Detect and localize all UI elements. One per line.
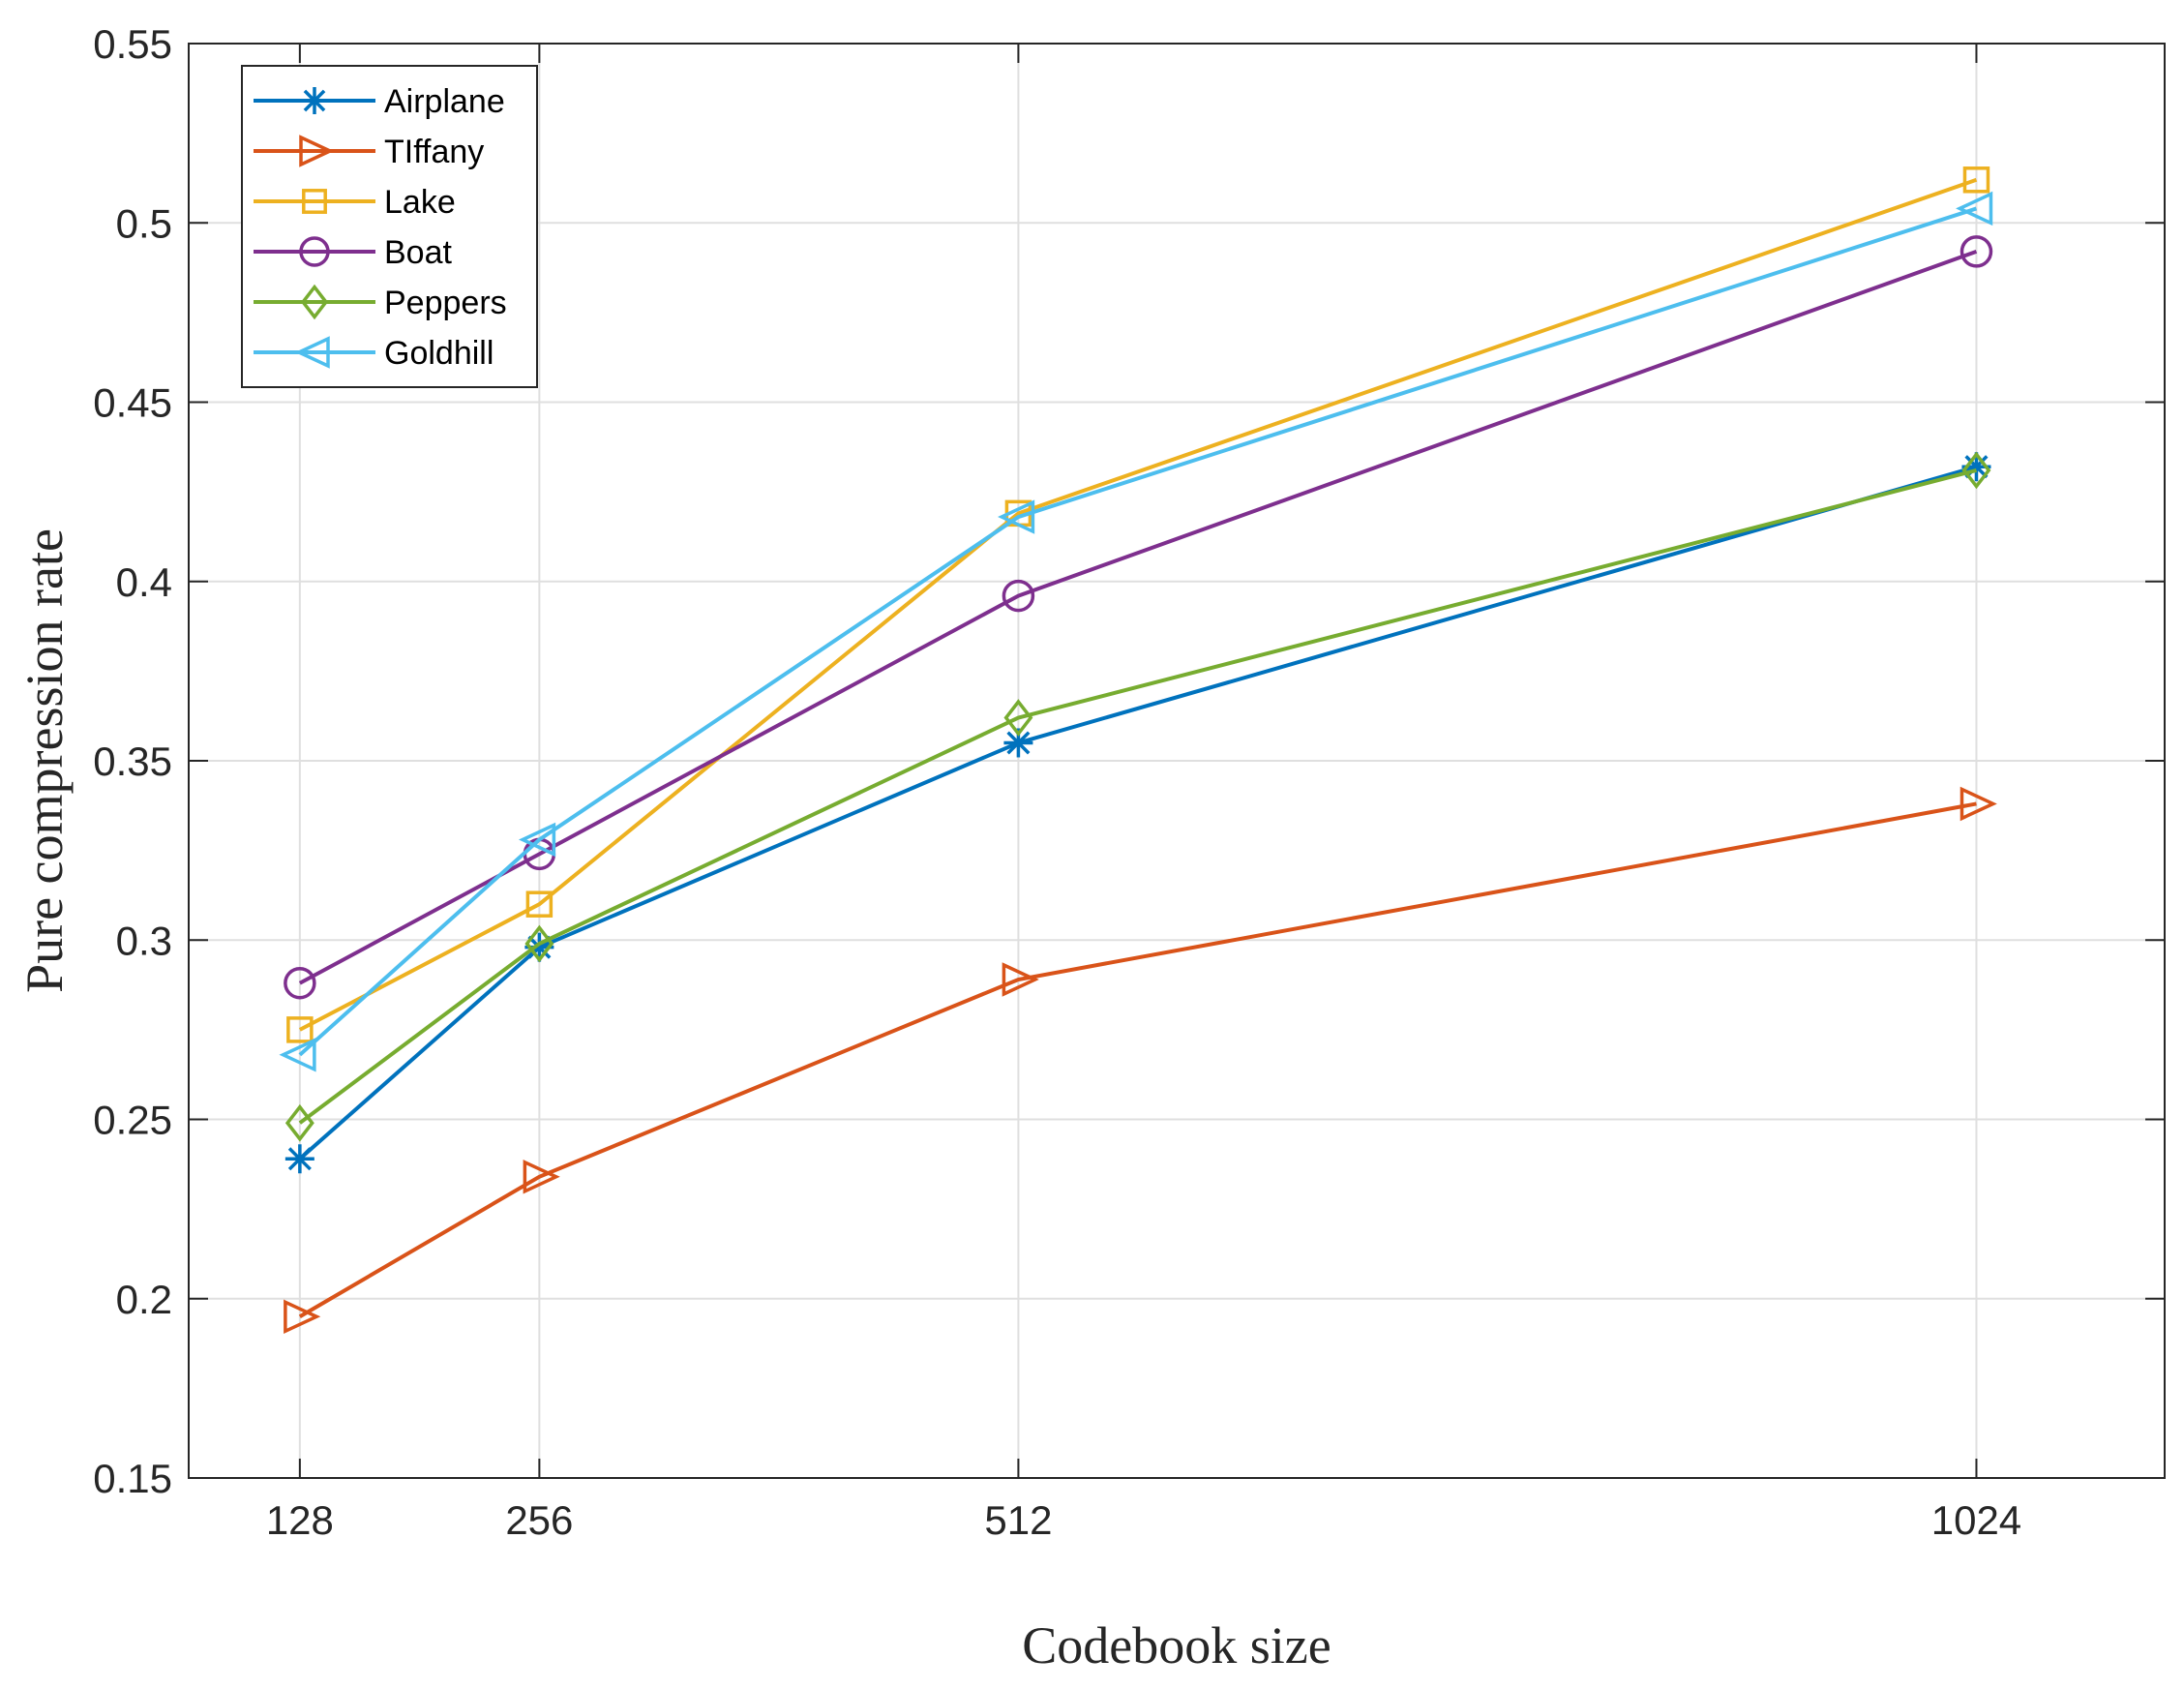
x-tick-label: 128 — [266, 1497, 334, 1543]
legend-marker-goldhill — [294, 336, 330, 369]
marker-shape — [300, 284, 329, 320]
y-tick-label: 0.4 — [116, 559, 172, 605]
marker-shape — [1960, 786, 1997, 822]
legend-label: Peppers — [384, 285, 507, 321]
legend-item-tiffany: TIffany — [254, 134, 484, 170]
series-line-lake — [298, 177, 1978, 1032]
legend-label: Boat — [384, 234, 452, 271]
marker-shape — [1961, 451, 1991, 490]
data-point-lake — [525, 890, 553, 918]
x-axis-label: Codebook size — [1022, 1616, 1331, 1674]
marker-shape — [1960, 235, 1993, 268]
series-line-airplane — [298, 465, 1978, 1161]
data-point-airplane — [284, 1144, 314, 1174]
marker-shape — [518, 822, 556, 858]
marker-stroke — [303, 89, 326, 112]
marker-shape — [1002, 579, 1035, 613]
data-point-lake — [286, 1016, 314, 1043]
legend-label: Goldhill — [384, 335, 494, 372]
marker-shape — [524, 924, 554, 963]
y-tick-label: 0.35 — [93, 739, 172, 784]
data-point-goldhill — [998, 499, 1035, 534]
legend-marker-airplane — [301, 87, 328, 114]
legend-label: TIffany — [384, 134, 484, 170]
data-point-peppers — [1961, 451, 1991, 490]
marker-shape — [998, 499, 1035, 534]
marker-stroke — [287, 1147, 312, 1171]
marker-shape — [279, 1038, 316, 1072]
x-tick-label: 512 — [984, 1497, 1052, 1543]
legend-label: Lake — [384, 184, 456, 221]
data-point-tiffany — [523, 1160, 560, 1194]
y-tick-label: 0.55 — [93, 21, 172, 67]
marker-shape — [299, 236, 330, 267]
legend-box — [241, 65, 538, 388]
marker-shape — [284, 1299, 321, 1335]
series-layer — [279, 166, 1997, 1335]
marker-shape — [525, 890, 553, 918]
y-tick-label: 0.2 — [116, 1277, 172, 1322]
marker-shape — [1002, 962, 1039, 997]
y-axis-ticks: 0.15 0.2 0.25 0.3 0.35 0.4 0.45 0.5 0.55 — [93, 21, 2165, 1501]
data-point-peppers — [284, 1103, 314, 1142]
data-point-tiffany — [1002, 962, 1039, 997]
data-point-boat — [1960, 235, 1993, 268]
series-goldhill — [279, 191, 1993, 1072]
y-tick-label: 0.45 — [93, 380, 172, 426]
data-point-peppers — [524, 924, 554, 963]
data-point-tiffany — [284, 1299, 321, 1335]
data-point-peppers — [1003, 699, 1033, 737]
data-point-goldhill — [1956, 191, 1993, 226]
data-point-goldhill — [279, 1038, 316, 1072]
series-line-tiffany — [298, 801, 1977, 1319]
grid — [189, 43, 2165, 1479]
series-peppers — [284, 451, 1991, 1142]
legend-item-lake: Lake — [254, 184, 456, 221]
data-point-lake — [1962, 166, 1990, 194]
marker-stroke — [1006, 731, 1031, 755]
marker-shape — [302, 189, 327, 214]
y-tick-label: 0.3 — [116, 918, 172, 963]
legend-marker-peppers — [300, 284, 329, 320]
data-point-tiffany — [1960, 786, 1997, 822]
legend-marker-lake — [302, 189, 327, 214]
legend-label: Airplane — [384, 83, 505, 120]
marker-shape — [286, 1016, 314, 1043]
data-point-boat — [284, 966, 316, 1000]
legend-item-goldhill: Goldhill — [254, 335, 494, 372]
marker-shape — [284, 966, 316, 1000]
legend-item-boat: Boat — [254, 234, 452, 271]
series-tiffany — [284, 786, 1997, 1335]
x-tick-label: 1024 — [1931, 1497, 2021, 1543]
x-tick-label: 256 — [505, 1497, 573, 1543]
legend-marker-tiffany — [299, 135, 335, 167]
legend: Airplane TIffany Lake Boat Peppers Goldhill — [241, 65, 538, 388]
data-point-goldhill — [518, 822, 556, 858]
marker-shape — [1962, 166, 1990, 194]
marker-shape — [294, 336, 330, 369]
y-axis-label: Pure compression rate — [15, 528, 74, 993]
marker-shape — [1956, 191, 1993, 226]
y-tick-label: 0.5 — [116, 200, 172, 246]
legend-item-airplane: Airplane — [254, 83, 505, 120]
data-point-boat — [1002, 579, 1035, 613]
marker-shape — [299, 135, 335, 167]
legend-marker-boat — [299, 236, 330, 267]
y-tick-label: 0.15 — [93, 1456, 172, 1501]
legend-item-peppers: Peppers — [254, 284, 507, 321]
series-line-boat — [298, 250, 1978, 985]
marker-shape — [284, 1103, 314, 1142]
marker-shape — [523, 1160, 560, 1194]
x-axis-ticks: 128 256 512 1024 — [266, 44, 2021, 1543]
series-line-goldhill — [298, 206, 1978, 1057]
y-tick-label: 0.25 — [93, 1098, 172, 1143]
marker-shape — [1003, 699, 1033, 737]
series-line-peppers — [298, 467, 1977, 1125]
